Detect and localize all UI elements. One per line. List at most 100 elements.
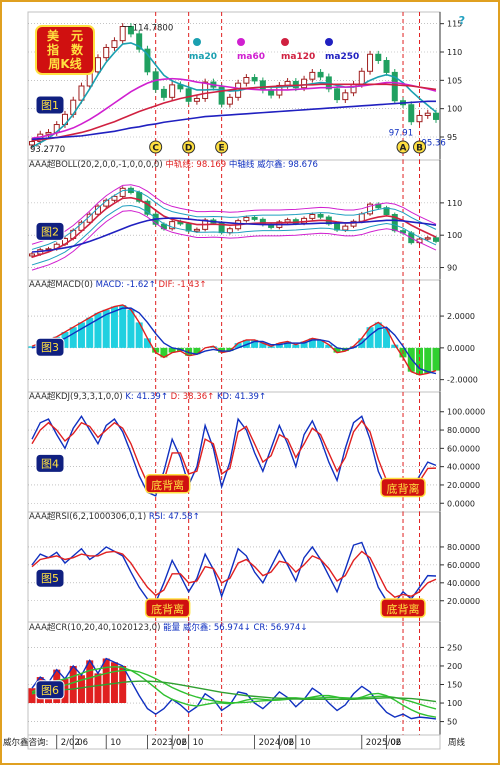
series-line-k [31, 415, 437, 497]
y-tick-label: 100 [447, 699, 462, 708]
candle-body [301, 78, 308, 89]
legend-label: ma60 [237, 52, 265, 62]
panel-badge-label: 图2 [41, 225, 59, 238]
panel-badge [35, 337, 65, 357]
panel-badge-label: 图4 [41, 457, 59, 470]
series-line-ma20 [31, 42, 437, 148]
indicator-value: K: 41.39↑ [125, 392, 170, 402]
y-tick-label: 20.0000 [447, 597, 480, 606]
y-tick-label: 0.0000 [447, 344, 475, 353]
candle-body [119, 26, 126, 42]
divergence-label: 底背离 [151, 478, 184, 492]
x-axis-bar [27, 734, 441, 750]
candle-body [193, 97, 200, 102]
panel-header: AAA超RSI(6,2,1000306,0,1) RSI: 47.58↑ [29, 511, 200, 522]
panel-frame [27, 511, 441, 623]
event-marker-label: A [400, 144, 407, 154]
candle-body [226, 96, 233, 105]
y-tick-label: 60.0000 [447, 561, 480, 570]
y-tick-label: 50 [447, 718, 457, 727]
candle-body [334, 88, 341, 101]
candle-body [408, 104, 415, 123]
divergence-badge [380, 598, 426, 618]
candle-body [29, 253, 35, 257]
candle-body [433, 112, 439, 120]
panel-badge [35, 95, 65, 115]
panel-header: AAA超BOLL(20,2,0,0,-1,0,0,0,0) 中轨线: 98.16… [29, 159, 318, 170]
series-line-cr [31, 657, 437, 720]
y-tick-label: 250 [447, 643, 462, 652]
panel-badge [35, 680, 65, 700]
candle-body [342, 225, 349, 231]
candle-body [309, 71, 316, 80]
x-tick-label: 2/02 [61, 738, 80, 748]
candle-body [144, 48, 151, 73]
boll-band [31, 184, 437, 245]
indicator-value: 能量 威尔鑫: 56.974↓ [163, 622, 253, 633]
panel-frame [27, 11, 441, 161]
candle-body [424, 237, 431, 240]
x-tick-label: 06 [176, 738, 187, 748]
candle-body [119, 187, 126, 197]
x-tick-label: 06 [391, 738, 402, 748]
event-marker-label: D [185, 144, 192, 154]
y-tick-label: 40.0000 [447, 579, 480, 588]
candle-body [317, 214, 324, 218]
candle-body [350, 220, 357, 227]
candle-body [144, 200, 151, 215]
indicator-value: DIF: -1.43↑ [159, 280, 207, 290]
y-tick-label: 150 [447, 681, 462, 690]
indicator-name: AAA超MACD(0) [29, 279, 96, 290]
x-tick-label: 2023/02 [151, 738, 186, 748]
panel-5: 80.0000 60.0000 40.0000 20.0000 AAA超RSI(6,2,… [27, 511, 480, 623]
candle-body [78, 85, 85, 101]
candle-body [383, 60, 390, 73]
indicator-value: MACD: -1.62↑ [96, 280, 159, 290]
panel-6: 250 200 150 100 50 AAA超CR(10,20,40,1020123,0)… [27, 621, 462, 736]
series-line-ma40 [31, 680, 437, 703]
low-annotation: 93.2770 [30, 145, 65, 155]
event-marker-label: E [219, 144, 225, 154]
series-line-dea [31, 307, 437, 375]
x-tick-label: 06 [283, 738, 294, 748]
divergence-label: 底背离 [387, 481, 420, 495]
divergence-badge [144, 474, 191, 494]
candle-body [169, 221, 176, 230]
legend-label: ma120 [281, 52, 315, 62]
candle-body [317, 71, 324, 78]
title-box [35, 25, 95, 75]
candle-body [259, 80, 266, 91]
candle-body [251, 216, 258, 220]
x-tick-label: 10 [300, 738, 311, 748]
series-line-d [31, 419, 437, 492]
event-marker-label: B [416, 144, 423, 154]
title-line: 美 元 [47, 28, 83, 43]
candle-body [367, 203, 374, 215]
y-tick-label: 80.0000 [447, 426, 480, 435]
candle-body [391, 214, 398, 232]
title-line: 周K线 [48, 56, 81, 71]
candle-body [103, 46, 110, 59]
panel-1: 95 100 105 110 115 图1 [27, 11, 462, 161]
y-tick-label: 115 [447, 20, 462, 29]
y-tick-label: 20.0000 [447, 481, 480, 490]
panel-badge-label: 图1 [41, 99, 59, 112]
legend-label: ma20 [189, 52, 217, 62]
indicator-value: 中轨线: 98.169 [165, 159, 229, 170]
boll-band [31, 204, 437, 266]
legend-dot [193, 38, 201, 46]
indicator-value: 中轴线 威尔鑫: 98.676 [229, 159, 318, 170]
legend-label: ma250 [325, 52, 359, 62]
panel-frame [27, 159, 441, 281]
x-tick-label: 2025/02 [366, 738, 401, 748]
candle-body [136, 192, 143, 202]
y-tick-label: 100 [447, 231, 462, 240]
series-line-rsi [31, 541, 437, 604]
x-tick-label: 10 [193, 738, 204, 748]
candle-body [391, 71, 398, 102]
late-low-annotation: 97.91 [389, 129, 413, 139]
legend-dot [325, 38, 333, 46]
candle-body [136, 33, 143, 50]
